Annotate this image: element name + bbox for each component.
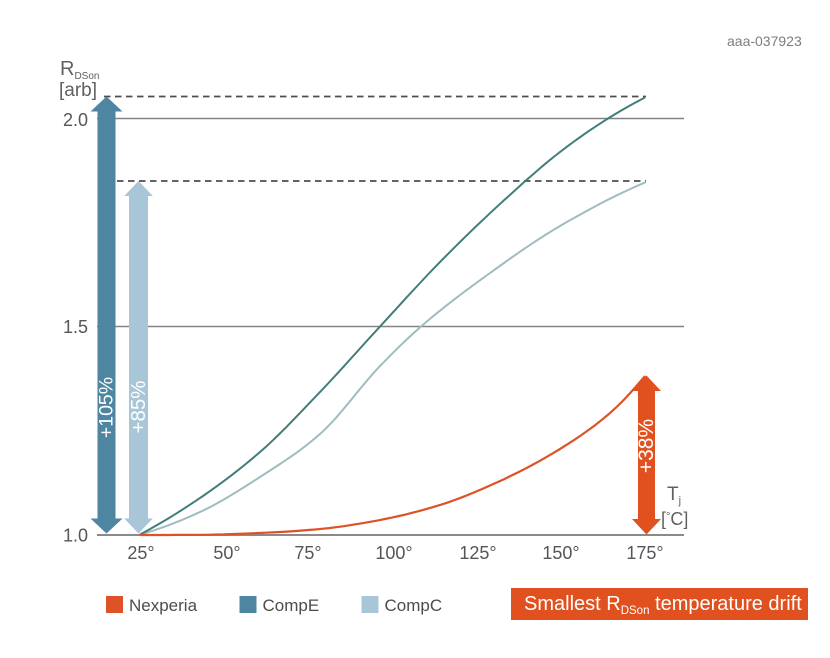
svg-text:1.5: 1.5 [63, 317, 88, 337]
svg-text:+105%: +105% [96, 377, 118, 438]
svg-text:+38%: +38% [635, 419, 658, 473]
svg-text:[°C]: [°C] [661, 509, 688, 529]
svg-text:100°: 100° [375, 543, 412, 563]
svg-text:25°: 25° [127, 543, 154, 563]
svg-text:1.0: 1.0 [63, 526, 88, 546]
svg-text:+85%: +85% [127, 380, 150, 433]
svg-text:aaa-037923: aaa-037923 [727, 33, 802, 49]
svg-text:150°: 150° [542, 543, 579, 563]
svg-text:Tj: Tj [667, 484, 681, 507]
svg-text:2.0: 2.0 [63, 110, 88, 130]
svg-text:Smallest RDSon temperature dri: Smallest RDSon temperature drift [524, 593, 802, 617]
svg-text:[arb]: [arb] [59, 80, 97, 101]
svg-text:Nexperia: Nexperia [129, 596, 198, 615]
svg-text:75°: 75° [294, 543, 321, 563]
svg-text:125°: 125° [459, 543, 496, 563]
svg-text:175°: 175° [626, 543, 663, 563]
svg-text:CompE: CompE [263, 596, 320, 615]
svg-text:50°: 50° [213, 543, 240, 563]
svg-text:CompC: CompC [385, 596, 443, 615]
